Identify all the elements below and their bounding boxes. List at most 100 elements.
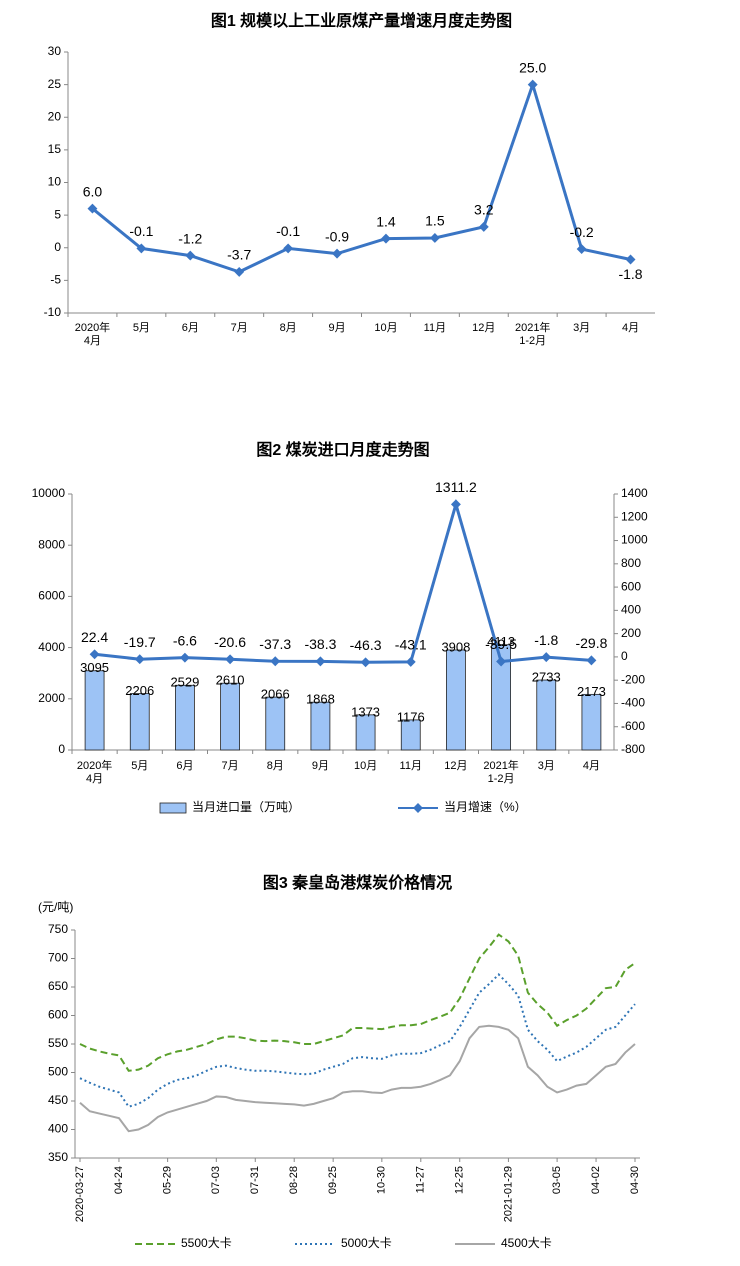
point-value-label: -0.2 (570, 224, 594, 240)
bar-value-label: 1373 (351, 704, 380, 719)
y2-tick-label: -400 (621, 696, 645, 710)
y-tick-label: 700 (48, 951, 68, 965)
point-value-label: 1.4 (376, 213, 396, 229)
series-line (79, 933, 636, 1072)
point-value-label: -1.2 (178, 230, 202, 246)
point-value-label: 1.5 (425, 213, 445, 229)
y-tick-label: 15 (48, 142, 62, 156)
y2-tick-label: 400 (621, 603, 641, 617)
x-tick-label: 9月 (328, 322, 346, 334)
point-marker (179, 652, 190, 663)
point-value-label: 25.0 (519, 59, 546, 75)
y-tick-label: -10 (44, 305, 62, 319)
point-value-label: -1.8 (618, 266, 642, 282)
bar-value-label: 2610 (216, 673, 245, 688)
chart-title: 图2 煤炭进口月度走势图 (256, 440, 429, 459)
bar (536, 679, 557, 751)
point-marker (225, 654, 236, 665)
y-tick-label: 600 (48, 1008, 68, 1022)
x-tick-label: 09-25 (327, 1166, 339, 1194)
point-value-label: 1311.2 (435, 479, 477, 495)
x-tick-label: 2021-01-29 (502, 1166, 514, 1222)
bar (581, 693, 602, 751)
x-tick-label: 11-27 (415, 1166, 427, 1193)
bar (491, 644, 511, 751)
x-tick-label: 08-28 (288, 1166, 300, 1194)
y-tick-label: 750 (48, 922, 68, 936)
x-tick-label: 11月 (399, 760, 422, 772)
y-tick-label: 2000 (38, 691, 65, 705)
x-tick-label: 2021年 1-2月 (514, 322, 551, 347)
x-tick-label: 4月 (621, 322, 640, 334)
y-tick-label: 10000 (32, 486, 66, 500)
bar-value-label: 2733 (532, 669, 561, 684)
point-marker (134, 654, 145, 665)
point-value-label: -38.3 (304, 636, 336, 652)
y-tick-label: 550 (48, 1036, 68, 1050)
x-tick-label: 12月 (472, 322, 496, 334)
bar-value-label: 1176 (397, 709, 425, 724)
point-marker (478, 221, 489, 232)
x-tick-label: 12月 (444, 760, 468, 772)
y-axis-label: (元/吨) (38, 900, 73, 914)
x-tick-label: 05-29 (162, 1166, 174, 1194)
point-value-label: -39.5 (485, 636, 517, 652)
legend-swatch (159, 802, 187, 814)
x-tick-label: 2021年 1-2月 (483, 760, 519, 785)
bar (310, 701, 331, 751)
y-tick-label: 6000 (38, 589, 65, 603)
x-tick-label: 9月 (311, 760, 329, 772)
y-tick-label: 20 (48, 109, 62, 123)
x-tick-label: 8月 (266, 760, 284, 772)
bar-value-label: 1868 (306, 692, 335, 707)
bar (175, 684, 195, 751)
series-line (94, 498, 592, 664)
chart-title: 图3 秦皇岛港煤炭价格情况 (263, 873, 452, 892)
y-tick-label: 30 (48, 44, 62, 58)
x-tick-label: 6月 (176, 760, 194, 772)
point-value-label: -6.6 (173, 632, 197, 648)
bar (446, 649, 466, 751)
x-tick-label: 04-30 (629, 1166, 641, 1194)
point-marker (87, 203, 98, 214)
bar (355, 714, 376, 751)
point-marker (625, 254, 636, 265)
point-marker (89, 649, 100, 660)
y-tick-label: 4000 (38, 640, 65, 654)
x-tick-label: 8月 (279, 322, 297, 334)
x-tick-label: 5月 (131, 760, 149, 772)
point-marker (360, 657, 371, 668)
x-tick-label: 04-02 (590, 1166, 602, 1194)
x-tick-label: 7月 (230, 322, 248, 334)
x-tick-label: 3月 (537, 760, 555, 772)
y-tick-label: 10 (48, 175, 62, 189)
point-value-label: -46.3 (350, 637, 382, 653)
point-marker (270, 656, 281, 667)
legend-label: 5000大卡 (341, 1236, 392, 1250)
point-marker (450, 499, 461, 510)
x-tick-label: 7月 (221, 760, 239, 772)
bar-value-label: 2173 (577, 684, 606, 699)
x-tick-label: 11月 (423, 322, 447, 334)
point-value-label: -20.6 (214, 634, 246, 650)
bar (84, 670, 105, 751)
y-tick-label: 5 (54, 207, 61, 221)
bar-value-label: 3908 (441, 639, 470, 654)
point-value-label: -0.9 (325, 228, 349, 244)
x-tick-label: 07-03 (210, 1166, 222, 1194)
legend-label: 当月进口量（万吨） (192, 800, 300, 814)
point-value-label: -43.1 (395, 637, 427, 653)
x-tick-label: 10-30 (376, 1166, 388, 1194)
y2-tick-label: 1200 (621, 509, 648, 523)
y2-tick-label: -200 (621, 672, 645, 686)
y2-tick-label: 1400 (621, 486, 648, 500)
x-tick-label: 6月 (181, 322, 199, 334)
series-line (79, 973, 636, 1108)
point-marker (496, 656, 507, 667)
x-tick-label: 4月 (582, 760, 600, 772)
y-tick-label: 400 (48, 1122, 68, 1136)
x-tick-label: 07-31 (249, 1166, 261, 1194)
point-value-label: -0.1 (276, 223, 300, 239)
